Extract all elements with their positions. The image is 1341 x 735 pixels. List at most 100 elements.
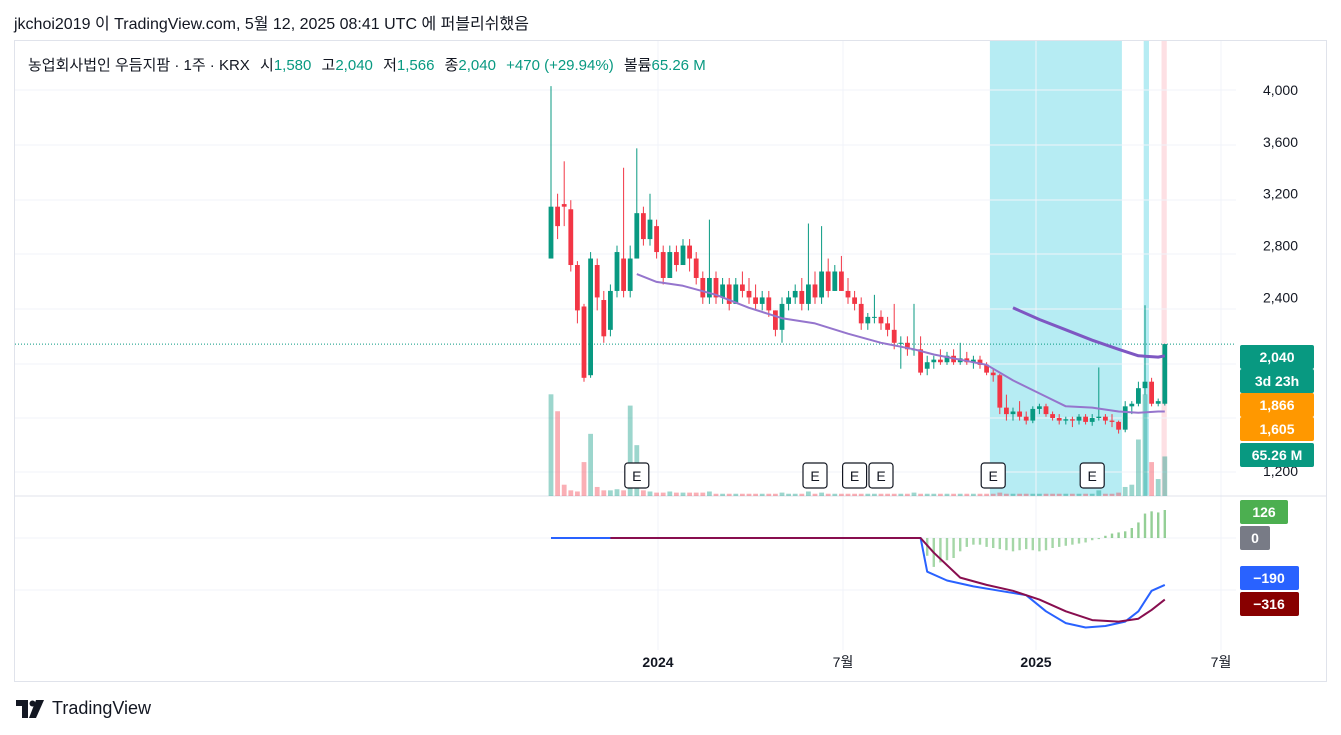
candle-body	[779, 303, 785, 330]
candle-body	[726, 284, 732, 304]
volume-bar	[865, 493, 871, 496]
candle-body	[990, 372, 996, 376]
volume-bar	[779, 492, 785, 496]
candle-body	[792, 290, 798, 298]
volume-bar	[872, 493, 877, 496]
volume-bar	[1122, 486, 1128, 496]
earnings-marker	[841, 462, 868, 489]
macd-hist-bar	[1110, 533, 1114, 538]
candle-body	[832, 271, 838, 291]
volume-bar	[786, 493, 791, 496]
candle-body	[865, 316, 871, 324]
change-value: +470 (+29.94%)	[506, 57, 614, 74]
price-axis-label: 3,600	[1263, 134, 1298, 150]
symbol-title[interactable]: 농업회사법인 우듬지팜 · 1주 · KRX	[28, 57, 250, 74]
candle-body	[1149, 381, 1154, 404]
macd-hist-bar	[1038, 538, 1041, 552]
volume-bar	[654, 492, 659, 496]
volume-bar	[971, 493, 976, 496]
volume-bar	[812, 493, 818, 496]
candle-body	[1004, 407, 1009, 415]
macd-hist-bar	[952, 538, 955, 558]
volume-bar	[594, 486, 600, 496]
macd-hist-tag: 126	[1252, 504, 1276, 520]
candle-body	[588, 258, 593, 376]
macd-hist-bar	[1011, 538, 1015, 552]
earnings-marker-label: E	[1088, 468, 1097, 484]
candle-body	[852, 297, 857, 304]
candle-body	[984, 364, 989, 373]
price-axis-label: 2,800	[1263, 238, 1298, 254]
volume-bar	[1017, 493, 1022, 496]
close-label: 종	[444, 57, 459, 74]
publish-info: jkchoi2019 이 TradingView.com, 5월 12, 202…	[14, 16, 529, 33]
volume-bar	[660, 492, 666, 496]
volume-bar	[938, 493, 943, 496]
volume-bar	[1030, 493, 1036, 496]
candle-body	[561, 204, 567, 207]
macd-hist-bar	[1071, 538, 1074, 545]
macd-hist-bar	[1117, 532, 1120, 538]
candle-body	[594, 265, 600, 298]
price-axis-label: 3,200	[1263, 186, 1298, 202]
candle-body	[918, 349, 923, 373]
candle-body	[812, 284, 818, 298]
candle-body	[1122, 406, 1128, 430]
candle-body	[660, 252, 666, 278]
time-axis-label: 2024	[642, 654, 673, 670]
symbol-legend[interactable]: 농업회사법인 우듬지팜 · 1주 · KRX 시1,580 고2,040 저1,…	[28, 54, 706, 75]
macd-hist-bar	[1025, 538, 1028, 550]
price-tags: 2,040 3d 23h 1,866 1,605 65.26 M 126 0 −190 −316	[1240, 345, 1314, 616]
candle-body	[614, 252, 620, 291]
volume-bar	[1037, 493, 1042, 496]
candle-body	[621, 258, 626, 291]
macd-hist-bar	[1130, 528, 1133, 538]
volume-bar	[1096, 490, 1102, 496]
volume-bar	[1155, 479, 1161, 496]
candle-body	[905, 342, 910, 350]
candle-body	[746, 290, 752, 298]
volume-bar	[997, 492, 1003, 496]
macd-zero-tag: 0	[1251, 530, 1259, 546]
candle-body	[786, 297, 791, 304]
earnings-marker-label: E	[876, 468, 885, 484]
chart-frame[interactable]	[14, 40, 1327, 682]
macd-hist-bar	[965, 538, 968, 547]
volume-bar	[700, 492, 706, 496]
candle-body	[1083, 416, 1088, 422]
macd-hist-bar	[945, 538, 949, 561]
volume-bar	[977, 493, 983, 496]
macd-hist-bar	[998, 538, 1001, 550]
candle-body	[568, 209, 574, 266]
candle-body	[1103, 416, 1108, 421]
candle-body	[1129, 403, 1135, 407]
candle-body	[700, 277, 706, 298]
candle-body	[740, 284, 745, 291]
earnings-marker	[802, 462, 828, 489]
macd-hist-bar	[1097, 538, 1100, 540]
volume-bar	[951, 493, 956, 496]
volume-bar	[839, 493, 844, 496]
earnings-marker	[624, 462, 650, 489]
macd-hist-bar	[992, 538, 995, 548]
tradingview-brand[interactable]: TradingView	[16, 698, 151, 719]
volume-bar	[898, 493, 904, 496]
candle-body	[1096, 416, 1102, 418]
signal-line-tag-bg	[1240, 592, 1299, 616]
volume-bar	[1083, 493, 1088, 496]
candle-body	[667, 252, 673, 278]
time-axis-label: 7월	[1211, 654, 1232, 670]
volume-bar	[733, 493, 739, 496]
moving-averages	[636, 273, 1166, 414]
macd-hist-bar	[939, 538, 942, 563]
earnings-marker	[980, 462, 1006, 489]
candle-body	[680, 245, 686, 266]
candle-body	[733, 284, 739, 304]
volume-bar	[878, 493, 884, 496]
volume-bar	[726, 493, 732, 496]
macd-hist-bar	[1064, 538, 1067, 546]
ma-2-tag: 1,605	[1259, 421, 1294, 437]
price-axis-label: 4,000	[1263, 82, 1298, 98]
